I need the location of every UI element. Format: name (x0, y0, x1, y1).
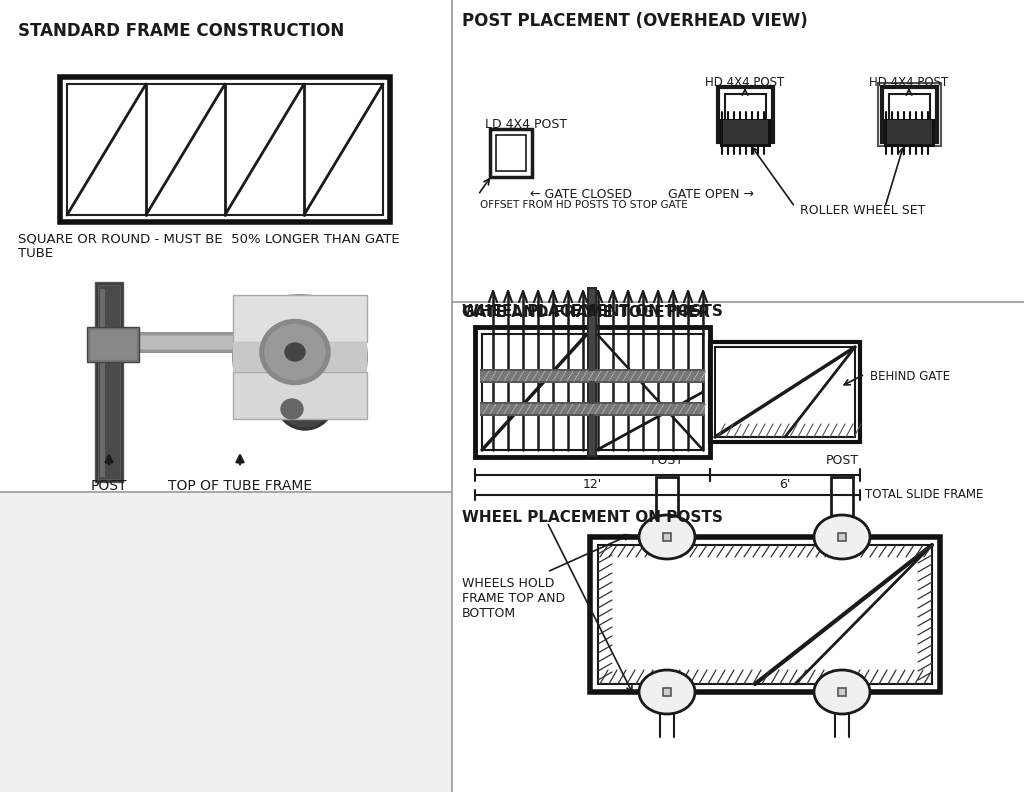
Polygon shape (587, 287, 597, 457)
Text: HD 4X4 POST: HD 4X4 POST (869, 75, 948, 89)
Ellipse shape (260, 319, 330, 384)
Ellipse shape (281, 399, 303, 419)
Polygon shape (100, 289, 105, 477)
Text: GATE AND FRAME TOGETHER: GATE AND FRAME TOGETHER (462, 305, 710, 320)
Polygon shape (838, 688, 846, 696)
Text: POST: POST (650, 454, 684, 466)
Text: SQUARE OR ROUND - MUST BE  50% LONGER THAN GATE
TUBE: SQUARE OR ROUND - MUST BE 50% LONGER THA… (18, 232, 399, 260)
Polygon shape (884, 119, 935, 147)
Polygon shape (98, 285, 120, 479)
Polygon shape (0, 492, 452, 792)
Text: ← GATE CLOSED: ← GATE CLOSED (530, 188, 632, 200)
Ellipse shape (265, 325, 325, 379)
Polygon shape (480, 369, 705, 383)
Polygon shape (663, 688, 671, 696)
Polygon shape (720, 119, 771, 147)
Text: STANDARD FRAME CONSTRUCTION: STANDARD FRAME CONSTRUCTION (18, 22, 344, 40)
Ellipse shape (639, 515, 695, 559)
Polygon shape (480, 402, 705, 416)
Text: ROLLER WHEEL SET: ROLLER WHEEL SET (800, 204, 926, 216)
Polygon shape (233, 372, 367, 419)
Text: TOTAL SLIDE FRAME: TOTAL SLIDE FRAME (865, 489, 983, 501)
Text: BEHIND GATE: BEHIND GATE (870, 371, 950, 383)
Polygon shape (136, 335, 255, 349)
Polygon shape (90, 330, 136, 359)
Polygon shape (87, 327, 139, 362)
Ellipse shape (276, 374, 334, 430)
Text: HD 4X4 POST: HD 4X4 POST (706, 75, 784, 89)
Polygon shape (233, 295, 367, 342)
Polygon shape (838, 533, 846, 541)
Ellipse shape (814, 515, 870, 559)
Polygon shape (887, 120, 932, 144)
Ellipse shape (279, 377, 331, 427)
Text: GATE OPEN →: GATE OPEN → (668, 188, 754, 200)
Ellipse shape (639, 670, 695, 714)
Polygon shape (480, 371, 705, 381)
Text: POST: POST (91, 479, 127, 493)
Ellipse shape (233, 295, 367, 419)
Polygon shape (131, 332, 260, 352)
Ellipse shape (285, 343, 305, 361)
Polygon shape (589, 289, 595, 455)
Text: OFFSET FROM HD POSTS TO STOP GATE: OFFSET FROM HD POSTS TO STOP GATE (480, 200, 688, 210)
Text: TOP OF TUBE FRAME: TOP OF TUBE FRAME (168, 479, 312, 493)
Text: 12': 12' (583, 478, 602, 492)
Polygon shape (233, 342, 367, 372)
Text: POST: POST (825, 454, 858, 466)
Text: WHEELS HOLD
FRAME TOP AND
BOTTOM: WHEELS HOLD FRAME TOP AND BOTTOM (462, 577, 565, 620)
Text: 6': 6' (779, 478, 791, 492)
Polygon shape (480, 404, 705, 414)
Polygon shape (95, 282, 123, 482)
Polygon shape (663, 533, 671, 541)
Text: WHEEL PLACEMENT ON POSTS: WHEEL PLACEMENT ON POSTS (462, 510, 723, 525)
Text: LD 4X4 POST: LD 4X4 POST (485, 117, 567, 131)
Polygon shape (290, 342, 310, 352)
Polygon shape (723, 120, 768, 144)
Text: POST PLACEMENT (OVERHEAD VIEW): POST PLACEMENT (OVERHEAD VIEW) (462, 12, 808, 30)
Text: WHEEL PLACEMENT ON POSTS: WHEEL PLACEMENT ON POSTS (462, 304, 723, 319)
Ellipse shape (814, 670, 870, 714)
